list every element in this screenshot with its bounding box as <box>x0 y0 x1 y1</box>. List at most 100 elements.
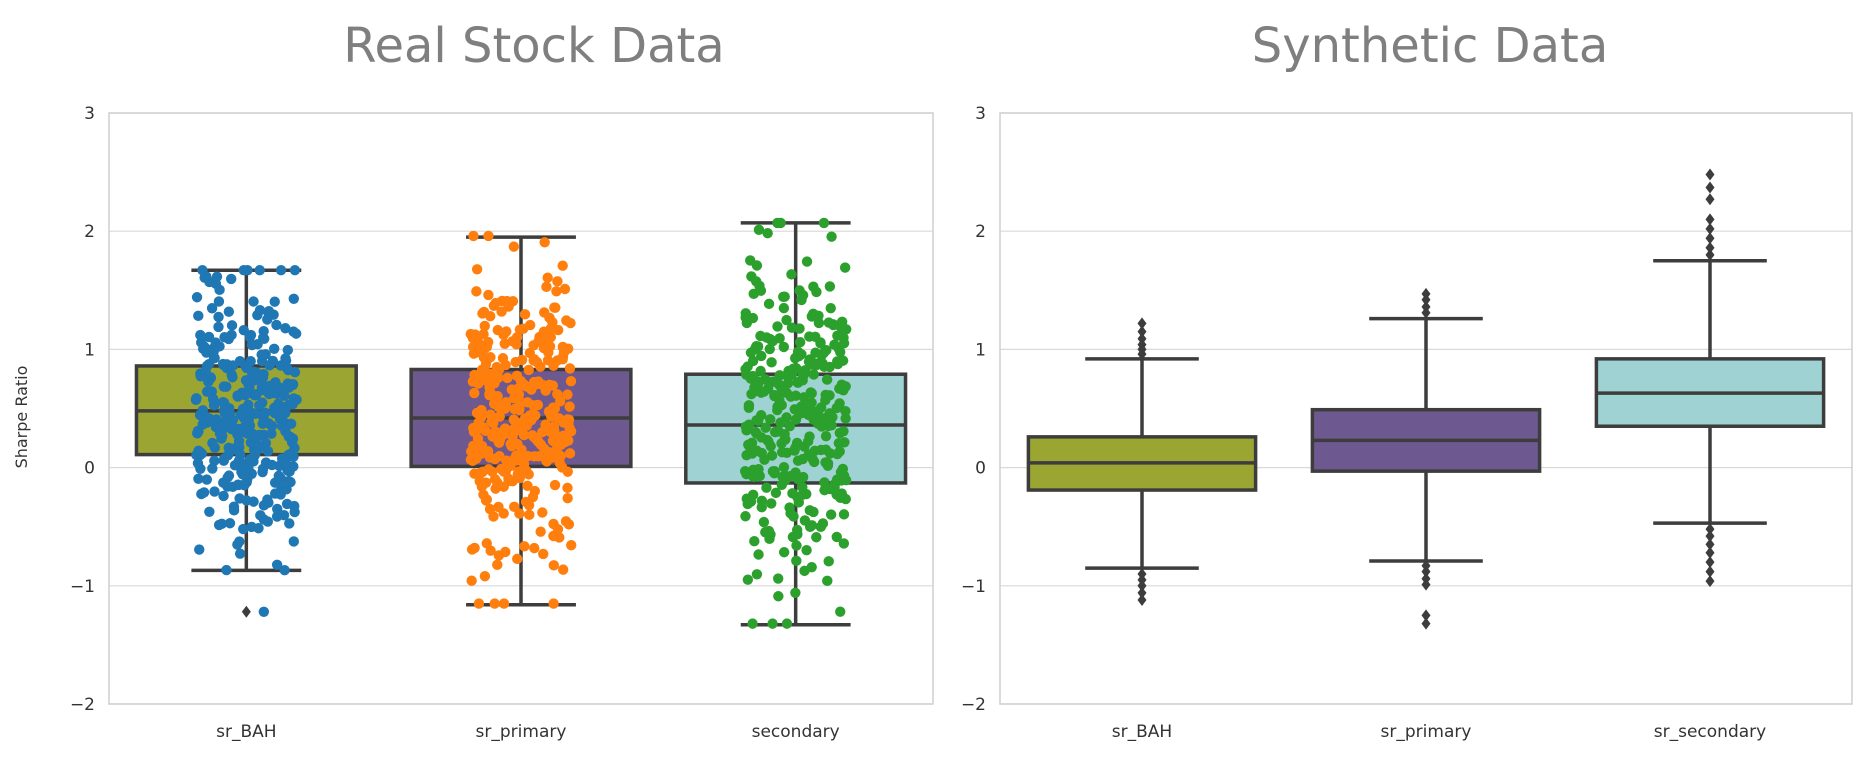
data-point <box>778 341 790 353</box>
data-point <box>794 336 806 348</box>
data-point <box>548 421 560 432</box>
y-tick-label: −1 <box>961 577 986 597</box>
data-point <box>238 265 249 276</box>
data-point <box>742 574 754 585</box>
data-point <box>233 423 244 435</box>
data-point <box>489 598 500 609</box>
data-point <box>492 324 503 336</box>
data-point <box>786 322 798 333</box>
data-point <box>529 542 540 554</box>
data-point <box>790 587 801 598</box>
data-point <box>289 506 300 518</box>
data-point <box>209 486 220 497</box>
panel-synthetic: Synthetic Data −2 −1 0 1 2 3 sr_BAH sr_primary s… <box>961 18 1853 742</box>
data-point <box>512 468 523 480</box>
x-tick-label: secondary <box>752 722 840 742</box>
outlier-marker <box>1705 523 1715 536</box>
data-point <box>269 488 281 499</box>
data-point <box>781 412 792 423</box>
data-point <box>498 508 509 519</box>
data-point <box>770 487 782 499</box>
data-point <box>218 397 230 408</box>
data-point <box>269 407 281 418</box>
data-point <box>279 390 290 401</box>
data-point <box>811 532 822 543</box>
data-point <box>766 498 777 509</box>
data-point <box>486 416 497 428</box>
data-point <box>498 598 510 609</box>
data-point <box>814 357 826 368</box>
data-point <box>284 518 295 529</box>
y-tick-label: 1 <box>84 340 95 360</box>
data-point <box>276 420 288 432</box>
data-point <box>271 511 283 522</box>
y-tick-label: 0 <box>975 459 986 479</box>
data-point <box>266 459 278 471</box>
data-point <box>250 408 261 419</box>
data-point <box>806 388 817 399</box>
data-point <box>824 408 835 419</box>
data-point <box>815 444 827 456</box>
data-point <box>806 311 817 322</box>
data-point <box>824 281 836 292</box>
data-point <box>766 450 778 461</box>
data-point <box>549 479 561 491</box>
data-point <box>776 447 788 458</box>
data-point <box>503 473 514 484</box>
data-point <box>282 344 294 356</box>
data-point <box>840 405 851 417</box>
x-tick-label: sr_BAH <box>1112 722 1172 742</box>
data-point <box>229 460 241 471</box>
data-point <box>544 379 555 390</box>
data-point <box>198 487 210 498</box>
data-point <box>767 618 778 629</box>
data-point <box>784 502 795 513</box>
outlier-marker <box>1421 617 1431 630</box>
data-point <box>519 309 531 320</box>
data-point <box>195 329 206 341</box>
data-point <box>753 224 765 236</box>
data-point <box>522 450 534 462</box>
data-point <box>792 455 804 466</box>
data-point <box>755 365 766 377</box>
data-point <box>537 333 549 345</box>
y-axis-label: Sharpe Ratio <box>12 366 31 469</box>
data-point <box>742 361 753 372</box>
data-point <box>468 230 479 242</box>
data-point <box>566 539 577 551</box>
data-point <box>276 453 288 464</box>
data-point <box>499 338 510 349</box>
data-point <box>224 518 236 529</box>
data-point <box>269 296 280 307</box>
data-point <box>280 355 292 366</box>
data-point <box>839 262 851 273</box>
data-point <box>481 538 492 549</box>
data-point <box>476 364 488 376</box>
data-point <box>548 448 560 459</box>
outlier-marker <box>1137 593 1147 606</box>
data-point <box>808 456 820 468</box>
data-point <box>820 394 831 406</box>
data-point <box>466 575 477 586</box>
data-point <box>514 324 526 335</box>
data-point <box>523 364 534 376</box>
data-point <box>789 444 800 456</box>
data-point <box>201 474 213 485</box>
data-point <box>832 356 843 367</box>
data-point <box>550 430 561 441</box>
data-point <box>509 403 520 415</box>
data-point <box>765 441 776 452</box>
data-point <box>790 414 802 425</box>
data-point <box>838 426 849 437</box>
data-point <box>808 281 819 292</box>
data-point <box>279 565 290 576</box>
data-point <box>232 539 243 550</box>
data-point <box>838 332 849 343</box>
data-point <box>752 376 763 387</box>
data-point <box>242 428 253 439</box>
data-point <box>280 407 291 419</box>
data-point <box>539 443 550 454</box>
data-point <box>822 460 834 471</box>
data-point <box>751 569 763 580</box>
data-point <box>542 272 553 283</box>
